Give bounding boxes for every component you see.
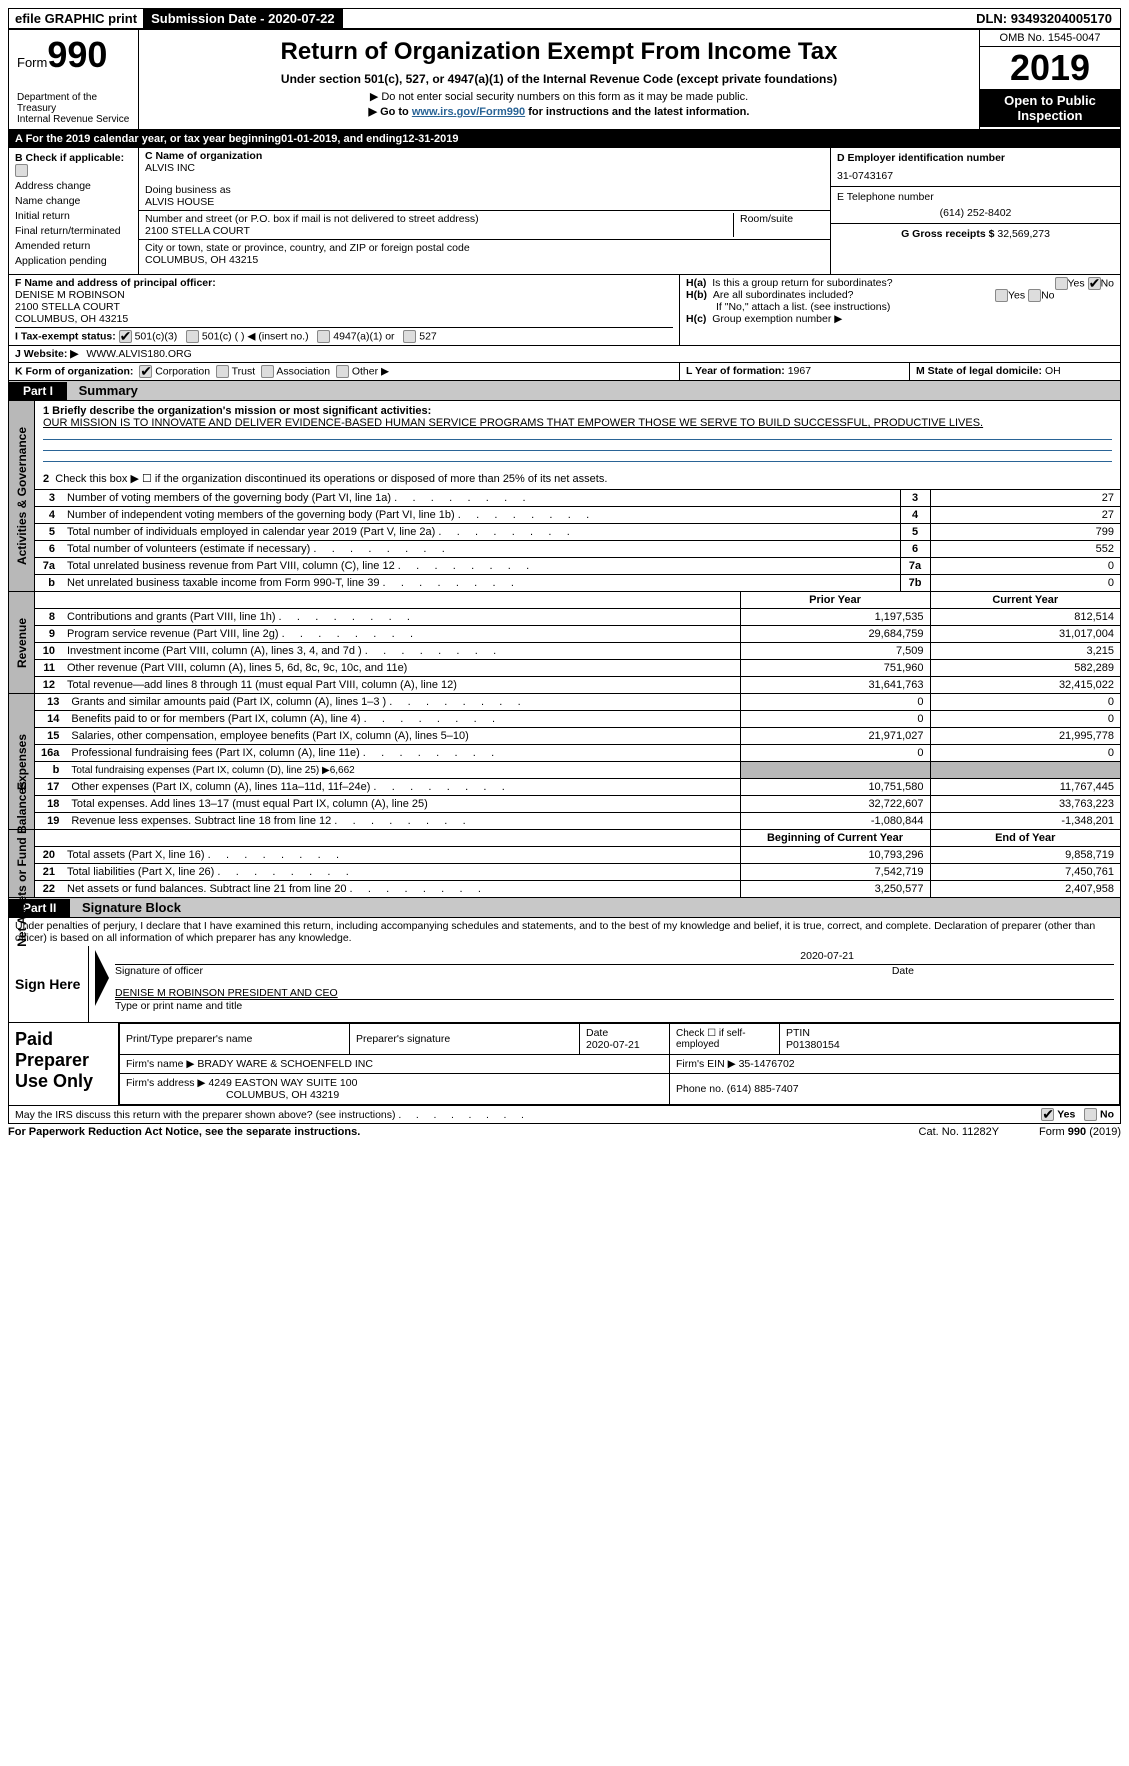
sign-here-block: Sign Here 2020-07-21 Signature of office… bbox=[8, 946, 1121, 1023]
checkbox-527[interactable] bbox=[403, 330, 416, 343]
irs-link[interactable]: www.irs.gov/Form990 bbox=[412, 106, 525, 118]
header-right: OMB No. 1545-0047 2019 Open to Public In… bbox=[980, 30, 1120, 129]
section-activities: Activities & Governance 1 Briefly descri… bbox=[8, 401, 1121, 592]
efile-label: efile GRAPHIC print bbox=[9, 9, 143, 28]
checkbox[interactable] bbox=[15, 164, 28, 177]
arrow-icon bbox=[95, 950, 109, 1006]
checkbox-501c[interactable] bbox=[186, 330, 199, 343]
klm-row: K Form of organization: Corporation Trus… bbox=[8, 363, 1121, 381]
dept: Department of the Treasury Internal Reve… bbox=[17, 92, 130, 125]
identity-block: B Check if applicable: Address change Na… bbox=[8, 148, 1121, 275]
part-ii-header: Part II Signature Block bbox=[8, 898, 1121, 918]
form-title: Return of Organization Exempt From Incom… bbox=[147, 38, 971, 66]
summary-small-table: 3Number of voting members of the governi… bbox=[35, 490, 1120, 591]
box-g: G Gross receipts $ 32,569,273 bbox=[831, 224, 1120, 244]
box-b: B Check if applicable: Address change Na… bbox=[9, 148, 139, 274]
section-revenue: Revenue Prior YearCurrent Year 8Contribu… bbox=[8, 592, 1121, 694]
period-bar: A For the 2019 calendar year, or tax yea… bbox=[8, 130, 1121, 148]
box-e: E Telephone number (614) 252-8402 bbox=[831, 187, 1120, 224]
checkbox-4947[interactable] bbox=[317, 330, 330, 343]
paid-preparer-block: Paid Preparer Use Only Print/Type prepar… bbox=[8, 1023, 1121, 1106]
part-i-header: Part I Summary bbox=[8, 381, 1121, 401]
form-number-block: Form990 Department of the Treasury Inter… bbox=[9, 30, 139, 129]
dln: DLN: 93493204005170 bbox=[968, 9, 1120, 28]
checkbox-501c3[interactable] bbox=[119, 330, 132, 343]
section-netassets: Net Assets or Fund Balances Beginning of… bbox=[8, 830, 1121, 898]
box-d: D Employer identification number 31-0743… bbox=[831, 148, 1120, 187]
penalty-text: Under penalties of perjury, I declare th… bbox=[8, 918, 1121, 946]
header-center: Return of Organization Exempt From Incom… bbox=[139, 30, 980, 129]
discuss-row: May the IRS discuss this return with the… bbox=[8, 1106, 1121, 1124]
box-c: C Name of organization ALVIS INC Doing b… bbox=[139, 148, 830, 274]
footer: For Paperwork Reduction Act Notice, see … bbox=[8, 1126, 1121, 1138]
website-row: J Website: ▶ WWW.ALVIS180.ORG bbox=[8, 346, 1121, 363]
officer-h-block: F Name and address of principal officer:… bbox=[8, 275, 1121, 346]
top-bar: efile GRAPHIC print Submission Date - 20… bbox=[8, 8, 1121, 29]
subdate-label: Submission Date - 2020-07-22 bbox=[143, 9, 343, 28]
box-h: H(a) Is this a group return for subordin… bbox=[680, 275, 1120, 345]
section-expenses: Expenses 13Grants and similar amounts pa… bbox=[8, 694, 1121, 830]
mission-block: 1 Briefly describe the organization's mi… bbox=[35, 401, 1120, 490]
